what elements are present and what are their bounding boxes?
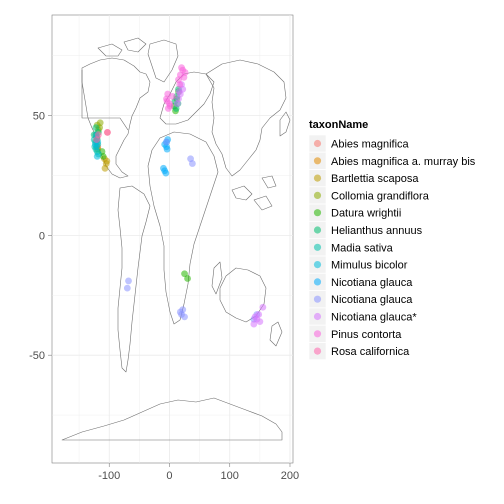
legend-label: Madia sativa bbox=[331, 242, 394, 254]
legend-label: Datura wrightii bbox=[331, 208, 401, 220]
antarctica-outline bbox=[61, 397, 283, 441]
x-tick-label: 200 bbox=[281, 470, 299, 482]
data-point-series-9 bbox=[163, 138, 170, 146]
canada-border bbox=[81, 70, 129, 131]
legend-title: taxonName bbox=[309, 119, 368, 131]
legend-key-symbol bbox=[313, 191, 322, 199]
legend-key-symbol bbox=[313, 226, 322, 234]
arctic-islands bbox=[97, 37, 147, 57]
legend-key-symbol bbox=[313, 312, 322, 321]
data-point-series-4 bbox=[181, 270, 188, 278]
data-point-series-11 bbox=[164, 90, 172, 98]
data-point-series-12 bbox=[104, 128, 111, 136]
data-point-series-11 bbox=[176, 81, 184, 88]
grid-lines bbox=[52, 15, 293, 463]
eurasia-outline bbox=[205, 59, 287, 177]
data-point-series-9 bbox=[188, 160, 196, 167]
legend-key-symbol bbox=[313, 209, 322, 217]
data-point-series-8 bbox=[163, 145, 171, 153]
legend-label: Bartlettia scaposa bbox=[331, 173, 419, 185]
data-point-series-11 bbox=[166, 102, 174, 110]
x-tick-label: 0 bbox=[166, 470, 172, 482]
data-points bbox=[90, 64, 267, 328]
legend-label: Rosa californica bbox=[331, 346, 410, 358]
legend-key-symbol bbox=[313, 295, 322, 303]
data-point-series-10 bbox=[256, 318, 264, 326]
y-tick-label: 0 bbox=[39, 230, 45, 242]
plot-panel bbox=[51, 14, 294, 464]
world-map-outline bbox=[61, 37, 291, 441]
x-axis: -100 0 100 200 bbox=[98, 463, 299, 482]
data-point-series-10 bbox=[175, 88, 183, 96]
legend-label: Pinus contorta bbox=[331, 329, 402, 341]
legend: taxonName Abies magnifica Abies magnifica… bbox=[308, 119, 476, 360]
data-point-series-2 bbox=[103, 157, 111, 165]
data-point-series-11 bbox=[178, 64, 185, 72]
europe-outline bbox=[159, 71, 215, 125]
south-america-outline bbox=[117, 185, 151, 373]
data-point-series-9 bbox=[125, 277, 132, 285]
legend-key-symbol bbox=[313, 174, 322, 182]
legend-label: Collomia grandiflora bbox=[331, 190, 430, 202]
y-axis: 50 0 -50 bbox=[29, 111, 52, 362]
legend-key-symbol bbox=[313, 330, 322, 338]
legend-label: Nicotiana glauca bbox=[331, 277, 413, 289]
data-point-series-11 bbox=[181, 69, 189, 76]
y-tick-label: -50 bbox=[29, 350, 45, 362]
data-point-series-9 bbox=[179, 306, 187, 314]
data-point-series-2 bbox=[101, 164, 109, 172]
legend-key-symbol bbox=[313, 278, 322, 286]
legend-label: Abies magnifica bbox=[331, 139, 410, 151]
legend-key-symbol bbox=[313, 261, 322, 269]
data-point-series-10 bbox=[250, 320, 258, 328]
legend-label: Nicotiana glauca* bbox=[331, 312, 417, 324]
legend-key-symbol bbox=[313, 157, 322, 165]
data-point-series-10 bbox=[259, 303, 267, 311]
data-point-series-9 bbox=[123, 284, 131, 292]
x-tick-label: 100 bbox=[221, 470, 239, 482]
data-point-series-8 bbox=[162, 169, 170, 177]
y-tick-label: 50 bbox=[33, 111, 45, 123]
legend-label: Mimulus bicolor bbox=[331, 260, 408, 272]
legend-key-symbol bbox=[313, 243, 322, 251]
x-tick-label: -100 bbox=[98, 470, 120, 482]
data-point-series-7 bbox=[93, 152, 101, 160]
data-point-series-5 bbox=[92, 124, 100, 131]
north-america-outline bbox=[81, 57, 151, 179]
southeast-asia-islands bbox=[231, 175, 277, 211]
legend-label: Nicotiana glauca bbox=[331, 294, 413, 306]
madagascar-outline bbox=[211, 261, 223, 295]
data-point-series-10 bbox=[251, 313, 259, 321]
legend-key-symbol bbox=[313, 347, 322, 355]
legend-label: Helianthus annuus bbox=[331, 225, 423, 237]
data-point-series-9 bbox=[181, 313, 188, 321]
greenland-outline bbox=[147, 39, 179, 83]
legend-key-symbol bbox=[313, 139, 322, 148]
africa-outline bbox=[147, 131, 219, 325]
japan-outline bbox=[279, 111, 291, 137]
data-point-series-10 bbox=[173, 100, 181, 108]
new-zealand-outline bbox=[269, 321, 283, 347]
data-point-series-12 bbox=[93, 136, 100, 143]
legend-label: Abies magnifica a. murray bis bbox=[331, 156, 476, 168]
